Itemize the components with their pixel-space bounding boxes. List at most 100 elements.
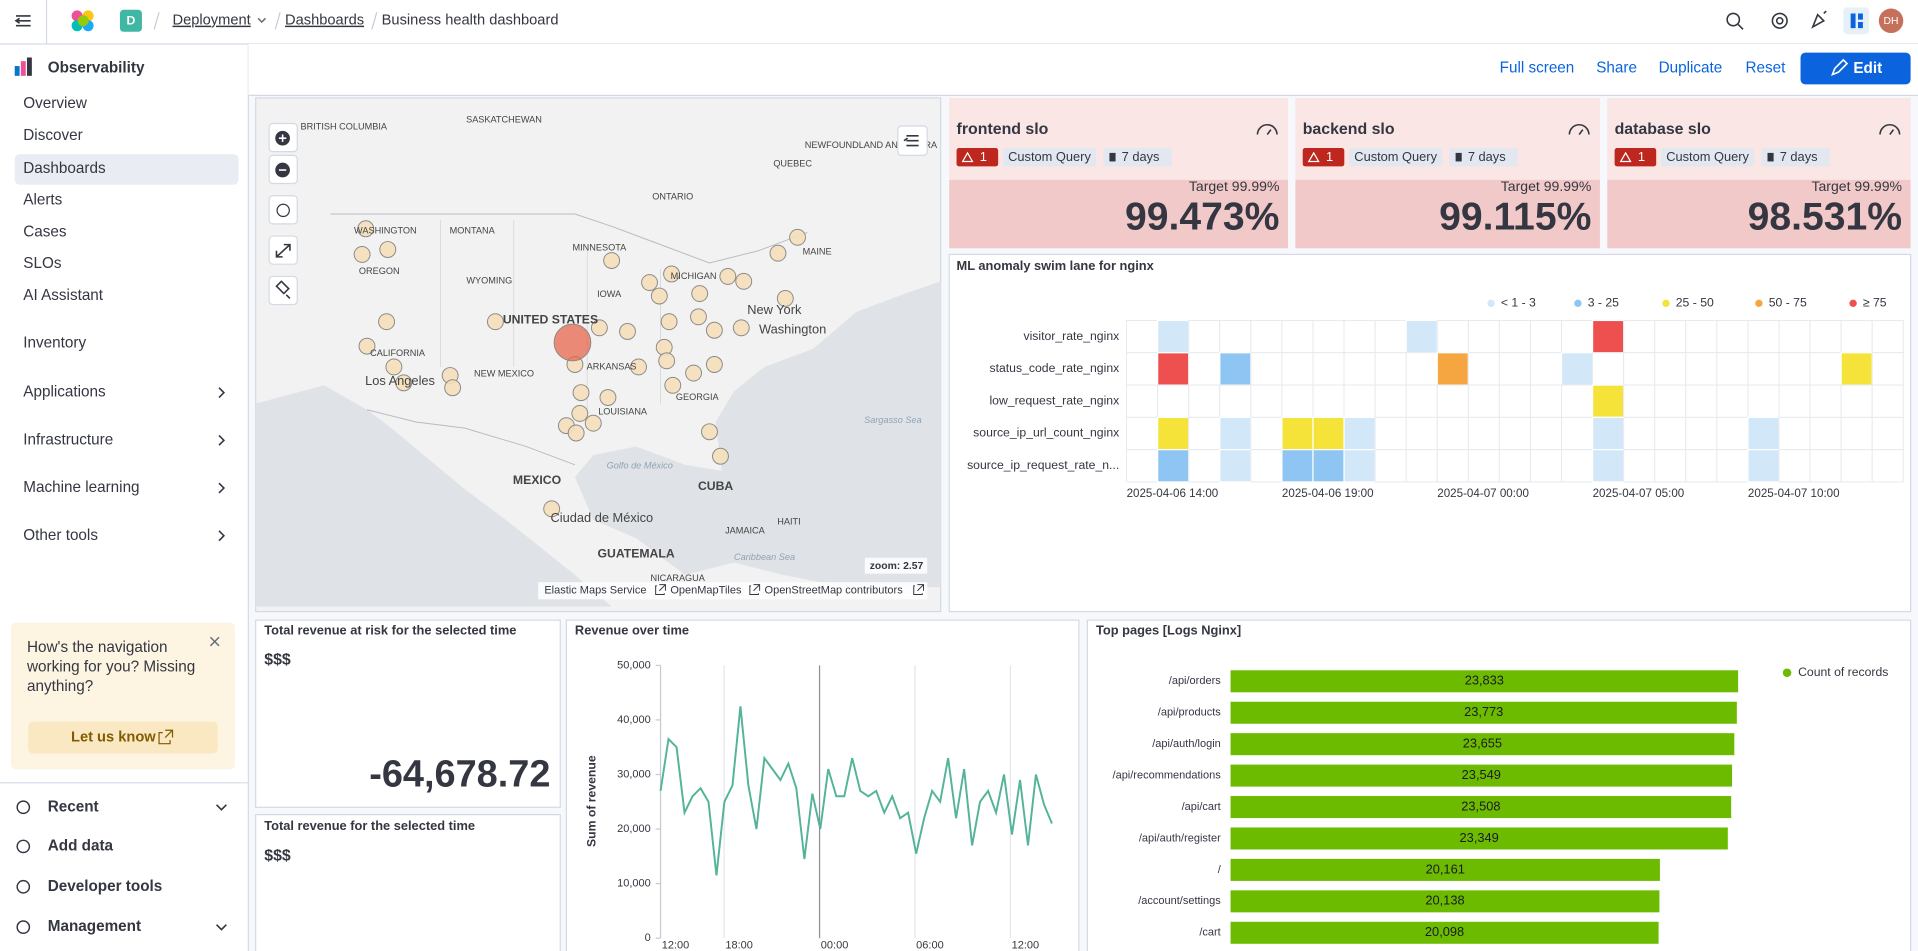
observability-logo — [14, 66, 20, 76]
y-tick-label: / — [1218, 864, 1222, 876]
callout-close[interactable] — [209, 636, 220, 647]
swim-cell — [1281, 352, 1314, 386]
swim-cell — [1840, 449, 1873, 483]
nav-footer-item[interactable]: Management — [48, 918, 141, 935]
legend-label: 25 - 50 — [1676, 296, 1714, 310]
legend-label: Count of records — [1798, 665, 1888, 679]
map-label: Washington — [759, 322, 826, 337]
swim-cell — [1467, 449, 1500, 483]
swim-cell — [1467, 416, 1500, 451]
x-tick-label: 12:00 — [1012, 939, 1040, 951]
swim-cell — [1529, 384, 1563, 418]
breadcrumb[interactable]: Dashboards — [285, 13, 364, 29]
swim-cell — [1871, 449, 1904, 483]
nav-footer-item[interactable]: Developer tools — [48, 878, 163, 895]
breadcrumb[interactable]: Deployment — [173, 13, 251, 29]
nav-footer-icon — [16, 879, 31, 894]
swim-cell — [1126, 416, 1159, 451]
nav-item[interactable]: Alerts — [23, 192, 62, 209]
nav-selected — [14, 154, 239, 185]
swim-cell — [1871, 416, 1904, 451]
map-point — [732, 319, 750, 337]
y-tick-label: /api/orders — [1169, 675, 1221, 687]
nav-chevron — [215, 924, 227, 931]
bar — [1230, 890, 1660, 913]
swim-cell — [1840, 384, 1873, 418]
avatar[interactable] — [1878, 8, 1904, 34]
map-point — [712, 447, 729, 465]
nav-group[interactable]: Applications — [23, 384, 106, 401]
toolbar-button[interactable]: Reset — [1745, 60, 1786, 77]
swim-cell — [1747, 352, 1780, 386]
nav-group[interactable]: Other tools — [23, 527, 98, 544]
swim-cell — [1778, 384, 1811, 418]
map-point — [705, 321, 723, 339]
nav-item[interactable]: AI Assistant — [23, 287, 104, 304]
nav-item[interactable]: Dashboards — [23, 160, 106, 177]
y-tick-label: /api/auth/login — [1152, 738, 1221, 750]
swim-cell — [1623, 449, 1656, 483]
slo-name[interactable]: backend slo — [1303, 121, 1395, 138]
map-zoom-box — [864, 557, 928, 574]
swim-cell — [1250, 352, 1283, 386]
slo-window-badge — [1103, 148, 1172, 167]
panel-title: Total revenue for the selected time — [264, 818, 475, 833]
slo-value: 99.115% — [1439, 195, 1591, 238]
search-icon[interactable] — [1726, 12, 1741, 27]
space-badge-text: D — [127, 14, 136, 28]
map-point — [719, 267, 737, 285]
map-attribution[interactable]: Elastic Maps Service — [544, 585, 646, 597]
nav-group[interactable]: Inventory — [23, 335, 86, 352]
swim-cell — [1405, 449, 1438, 483]
slo-name[interactable]: frontend slo — [957, 121, 1049, 138]
map-attribution[interactable]: OpenMapTiles — [670, 585, 742, 597]
bar — [1230, 670, 1739, 693]
nav-item[interactable]: Cases — [23, 223, 67, 240]
swim-cell — [1498, 416, 1531, 451]
map-label: OREGON — [359, 266, 400, 276]
legend-label: ≥ 75 — [1863, 296, 1887, 310]
nav-chevron — [218, 387, 226, 399]
nav-item[interactable]: Overview — [23, 95, 88, 112]
swim-cell — [1561, 416, 1594, 451]
x-tick-label: 18:00 — [725, 939, 753, 951]
swim-cell — [1871, 352, 1904, 386]
external-icon — [655, 584, 666, 595]
x-tick-label: 00:00 — [821, 939, 849, 951]
toolbar-button[interactable]: Duplicate — [1659, 60, 1723, 77]
swim-cell — [1219, 416, 1252, 451]
callout-button-text[interactable]: Let us know — [71, 729, 156, 745]
toolbar-button[interactable]: Full screen — [1500, 60, 1575, 77]
swim-cell — [1747, 319, 1780, 354]
swim-cell — [1623, 352, 1656, 386]
help-icon[interactable] — [1771, 12, 1788, 29]
nav-chevron — [218, 482, 226, 494]
swim-cell — [1778, 449, 1811, 483]
swim-cell — [1498, 319, 1531, 354]
y-tick-label: 20,000 — [617, 823, 651, 835]
nav-item[interactable]: SLOs — [23, 255, 62, 272]
nav-group[interactable]: Machine learning — [23, 479, 139, 496]
swim-cell — [1654, 416, 1687, 451]
toolbar-button[interactable]: Share — [1596, 60, 1637, 77]
edit-button-text[interactable]: Edit — [1853, 60, 1882, 77]
nav-group[interactable]: Infrastructure — [23, 431, 113, 448]
nav-footer-item[interactable]: Add data — [48, 837, 114, 854]
nav-footer-item[interactable]: Recent — [48, 798, 99, 815]
swim-cell — [1467, 319, 1500, 354]
swim-cell — [1312, 449, 1345, 483]
slo-name[interactable]: database slo — [1615, 121, 1712, 138]
swim-cell — [1778, 319, 1811, 354]
slo-window-icon — [1455, 152, 1462, 162]
panel-title: Total revenue at risk for the selected t… — [264, 623, 516, 638]
map-point — [663, 265, 680, 283]
bar — [1230, 827, 1728, 850]
map-point — [358, 337, 376, 355]
swim-cell — [1685, 449, 1718, 483]
map-attribution[interactable]: OpenStreetMap contributors — [765, 585, 904, 597]
slo-card — [1295, 97, 1600, 180]
nav-item[interactable]: Discover — [23, 127, 82, 144]
swim-cell — [1312, 352, 1345, 386]
map-label: MEXICO — [513, 473, 561, 487]
line-chart-panel — [565, 619, 1080, 951]
